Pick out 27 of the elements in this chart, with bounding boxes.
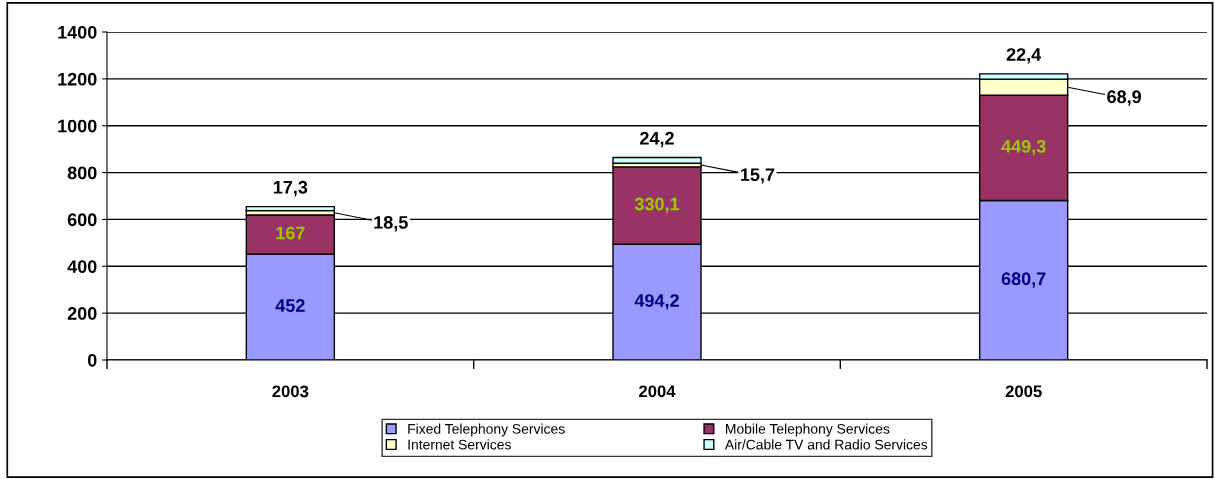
data-label: 494,2 [634, 294, 679, 310]
data-label: 68,9 [1107, 90, 1142, 106]
data-label: 15,7 [741, 168, 775, 184]
data-label: 24,2 [640, 131, 674, 148]
y-tick-label: 600 [67, 213, 97, 227]
data-label: 449,3 [1001, 139, 1046, 156]
x-tick-label: 2003 [272, 385, 309, 398]
data-label: 330,1 [634, 197, 680, 214]
y-tick-label: 400 [67, 260, 97, 274]
y-tick-label: 1400 [58, 25, 97, 39]
y-tick-label: 800 [67, 166, 97, 180]
x-tick-label: 2004 [639, 385, 676, 398]
legend-label: Internet Services [408, 439, 511, 450]
y-tick-label: 0 [87, 353, 97, 367]
data-label: 22,4 [1006, 48, 1042, 64]
data-label: 17,3 [273, 180, 308, 197]
y-tick-label: 200 [67, 307, 97, 320]
legend-label: Mobile Telephony Services [726, 423, 890, 437]
y-tick-label: 1000 [58, 119, 97, 133]
legend-label: Fixed Telephony Services [408, 423, 565, 437]
legend-label: Air/Cable TV and Radio Services [724, 439, 928, 450]
data-label: 680,7 [1001, 272, 1046, 288]
x-tick-label: 2005 [1005, 385, 1042, 398]
data-label: 18,5 [374, 215, 408, 232]
data-label: 452 [275, 299, 305, 312]
y-tick-label: 1200 [58, 72, 97, 86]
data-label: 167 [276, 226, 305, 240]
